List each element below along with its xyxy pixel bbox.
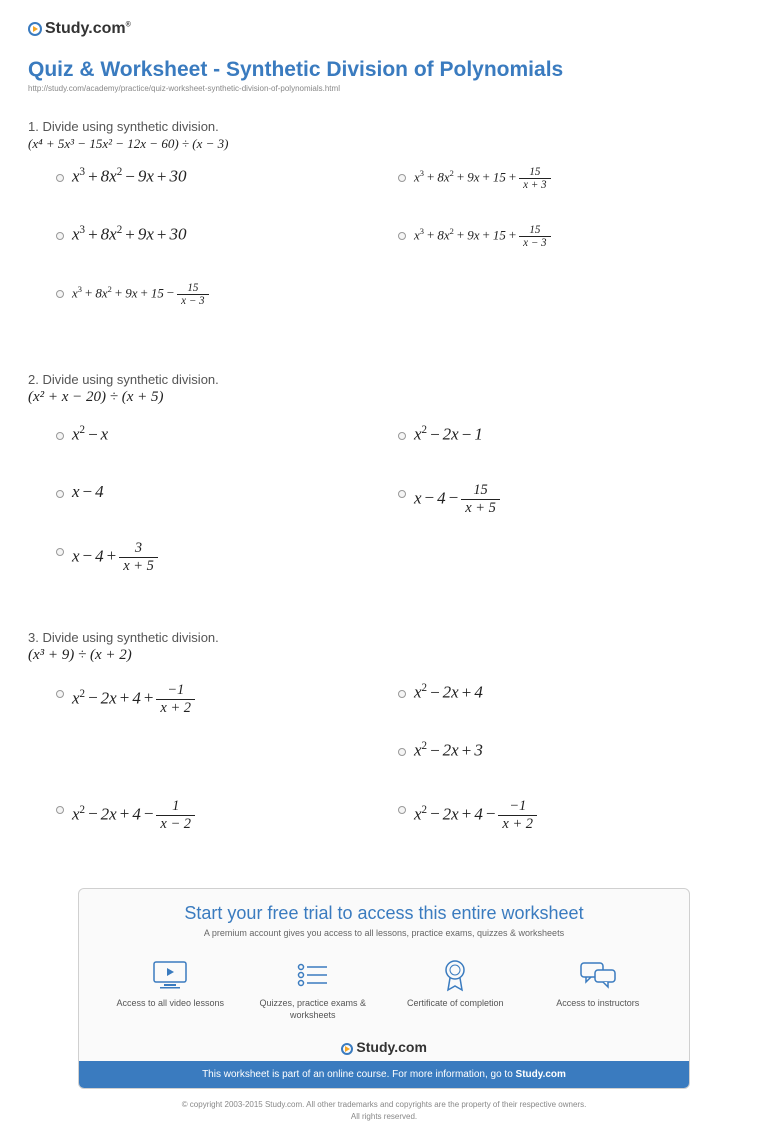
answer-grid: x2−x x2−2x−1 x−4 x−4−15x + 5 x−4+3x + 5 xyxy=(28,424,740,598)
radio-icon[interactable] xyxy=(398,174,406,182)
answer-math: x2−2x−1 xyxy=(414,424,483,445)
feature-label: Access to instructors xyxy=(533,998,664,1010)
question-prompt: 2. Divide using synthetic division. xyxy=(28,372,740,387)
play-icon xyxy=(28,22,42,36)
cta-features: Access to all video lessons Quizzes, prac… xyxy=(79,948,689,1035)
feature-chat: Access to instructors xyxy=(527,958,670,1021)
cta-brand: Study.com xyxy=(79,1035,689,1061)
answer-math: x−4+3x + 5 xyxy=(72,540,158,575)
answer-math: x3+8x2−9x+30 xyxy=(72,166,186,187)
radio-icon[interactable] xyxy=(398,806,406,814)
answer-option[interactable]: x2−2x+3 xyxy=(398,740,740,788)
cta-box: Start your free trial to access this ent… xyxy=(78,888,690,1089)
cta-bar-link[interactable]: Study.com xyxy=(516,1069,566,1080)
video-icon xyxy=(105,958,236,992)
radio-icon[interactable] xyxy=(56,548,64,556)
cta-subtitle: A premium account gives you access to al… xyxy=(99,928,669,938)
chat-icon xyxy=(533,958,664,992)
question-prompt: 3. Divide using synthetic division. xyxy=(28,630,740,645)
list-icon xyxy=(248,958,379,992)
question: 2. Divide using synthetic division. (x² +… xyxy=(28,372,740,598)
question: 3. Divide using synthetic division. (x³ +… xyxy=(28,630,740,856)
answer-option[interactable]: x2−2x+4 xyxy=(398,682,740,730)
answer-option[interactable]: x−4−15x + 5 xyxy=(398,482,740,530)
answer-math: x2−2x+3 xyxy=(414,740,483,761)
questions: 1. Divide using synthetic division. (x⁴ +… xyxy=(28,119,740,856)
cta-title: Start your free trial to access this ent… xyxy=(99,903,669,924)
question-prompt: 1. Divide using synthetic division. xyxy=(28,119,740,134)
cta-head: Start your free trial to access this ent… xyxy=(79,889,689,948)
answer-option[interactable]: x2−2x+4−−1x + 2 xyxy=(398,798,740,846)
answer-option[interactable]: x−4+3x + 5 xyxy=(56,540,398,588)
answer-option[interactable]: x2−x xyxy=(56,424,398,472)
worksheet-page: Study.com® Quiz & Worksheet - Synthetic … xyxy=(0,0,768,1142)
radio-icon[interactable] xyxy=(56,174,64,182)
cta-bar[interactable]: This worksheet is part of an online cour… xyxy=(79,1061,689,1088)
radio-icon[interactable] xyxy=(56,690,64,698)
radio-icon[interactable] xyxy=(398,690,406,698)
answer-grid: x2−2x+4+−1x + 2 x2−2x+4 x2−2x+3 x2−2x+4−1x … xyxy=(28,682,740,856)
radio-icon[interactable] xyxy=(56,290,64,298)
brand-name: Study.com® xyxy=(45,20,131,38)
question-expression: (x² + x − 20) ÷ (x + 5) xyxy=(28,389,740,406)
answer-option[interactable]: x2−2x+4+−1x + 2 xyxy=(56,682,398,730)
feature-list: Quizzes, practice exams & worksheets xyxy=(242,958,385,1021)
copyright: © copyright 2003-2015 Study.com. All oth… xyxy=(28,1099,740,1121)
feature-label: Certificate of completion xyxy=(390,998,521,1010)
answer-math: x3+8x2+9x+15−15x − 3 xyxy=(72,282,209,307)
answer-math: x2−2x+4+−1x + 2 xyxy=(72,682,195,717)
brand-name: Study.com xyxy=(356,1039,427,1055)
page-title: Quiz & Worksheet - Synthetic Division of… xyxy=(28,58,740,82)
feature-label: Access to all video lessons xyxy=(105,998,236,1010)
answer-option[interactable]: x3+8x2+9x+15+15x + 3 xyxy=(398,166,740,214)
answer-grid: x3+8x2−9x+30 x3+8x2+9x+15+15x + 3 x3+8x2+9… xyxy=(28,166,740,340)
radio-icon[interactable] xyxy=(56,432,64,440)
answer-option[interactable]: x3+8x2+9x+15+15x − 3 xyxy=(398,224,740,272)
answer-option[interactable]: x3+8x2+9x+30 xyxy=(56,224,398,272)
answer-math: x3+8x2+9x+30 xyxy=(72,224,186,245)
answer-math: x−4−15x + 5 xyxy=(414,482,500,517)
feature-video: Access to all video lessons xyxy=(99,958,242,1021)
answer-math: x2−2x+4 xyxy=(414,682,483,703)
answer-option[interactable]: x−4 xyxy=(56,482,398,530)
answer-math: x3+8x2+9x+15+15x − 3 xyxy=(414,224,551,249)
answer-math: x2−x xyxy=(72,424,108,445)
brand-logo: Study.com® xyxy=(28,20,740,38)
feature-cert: Certificate of completion xyxy=(384,958,527,1021)
answer-math: x2−2x+4−−1x + 2 xyxy=(414,798,537,833)
answer-option[interactable]: x2−2x+4−1x − 2 xyxy=(56,798,398,846)
copyright-line: All rights reserved. xyxy=(28,1111,740,1122)
cert-icon xyxy=(390,958,521,992)
question: 1. Divide using synthetic division. (x⁴ +… xyxy=(28,119,740,340)
play-icon xyxy=(341,1043,353,1055)
radio-icon[interactable] xyxy=(56,232,64,240)
answer-math: x2−2x+4−1x − 2 xyxy=(72,798,195,833)
radio-icon[interactable] xyxy=(398,490,406,498)
radio-icon[interactable] xyxy=(56,490,64,498)
radio-icon[interactable] xyxy=(398,748,406,756)
answer-option[interactable]: x2−2x−1 xyxy=(398,424,740,472)
question-expression: (x³ + 9) ÷ (x + 2) xyxy=(28,647,740,664)
copyright-line: © copyright 2003-2015 Study.com. All oth… xyxy=(28,1099,740,1110)
radio-icon[interactable] xyxy=(398,232,406,240)
cta-bar-text: This worksheet is part of an online cour… xyxy=(202,1069,515,1080)
radio-icon[interactable] xyxy=(398,432,406,440)
answer-option[interactable]: x3+8x2−9x+30 xyxy=(56,166,398,214)
page-url: http://study.com/academy/practice/quiz-w… xyxy=(28,84,740,93)
answer-math: x3+8x2+9x+15+15x + 3 xyxy=(414,166,551,191)
feature-label: Quizzes, practice exams & worksheets xyxy=(248,998,379,1021)
answer-math: x−4 xyxy=(72,482,104,502)
question-expression: (x⁴ + 5x³ − 15x² − 12x − 60) ÷ (x − 3) xyxy=(28,136,740,152)
radio-icon[interactable] xyxy=(56,806,64,814)
answer-option[interactable]: x3+8x2+9x+15−15x − 3 xyxy=(56,282,398,330)
